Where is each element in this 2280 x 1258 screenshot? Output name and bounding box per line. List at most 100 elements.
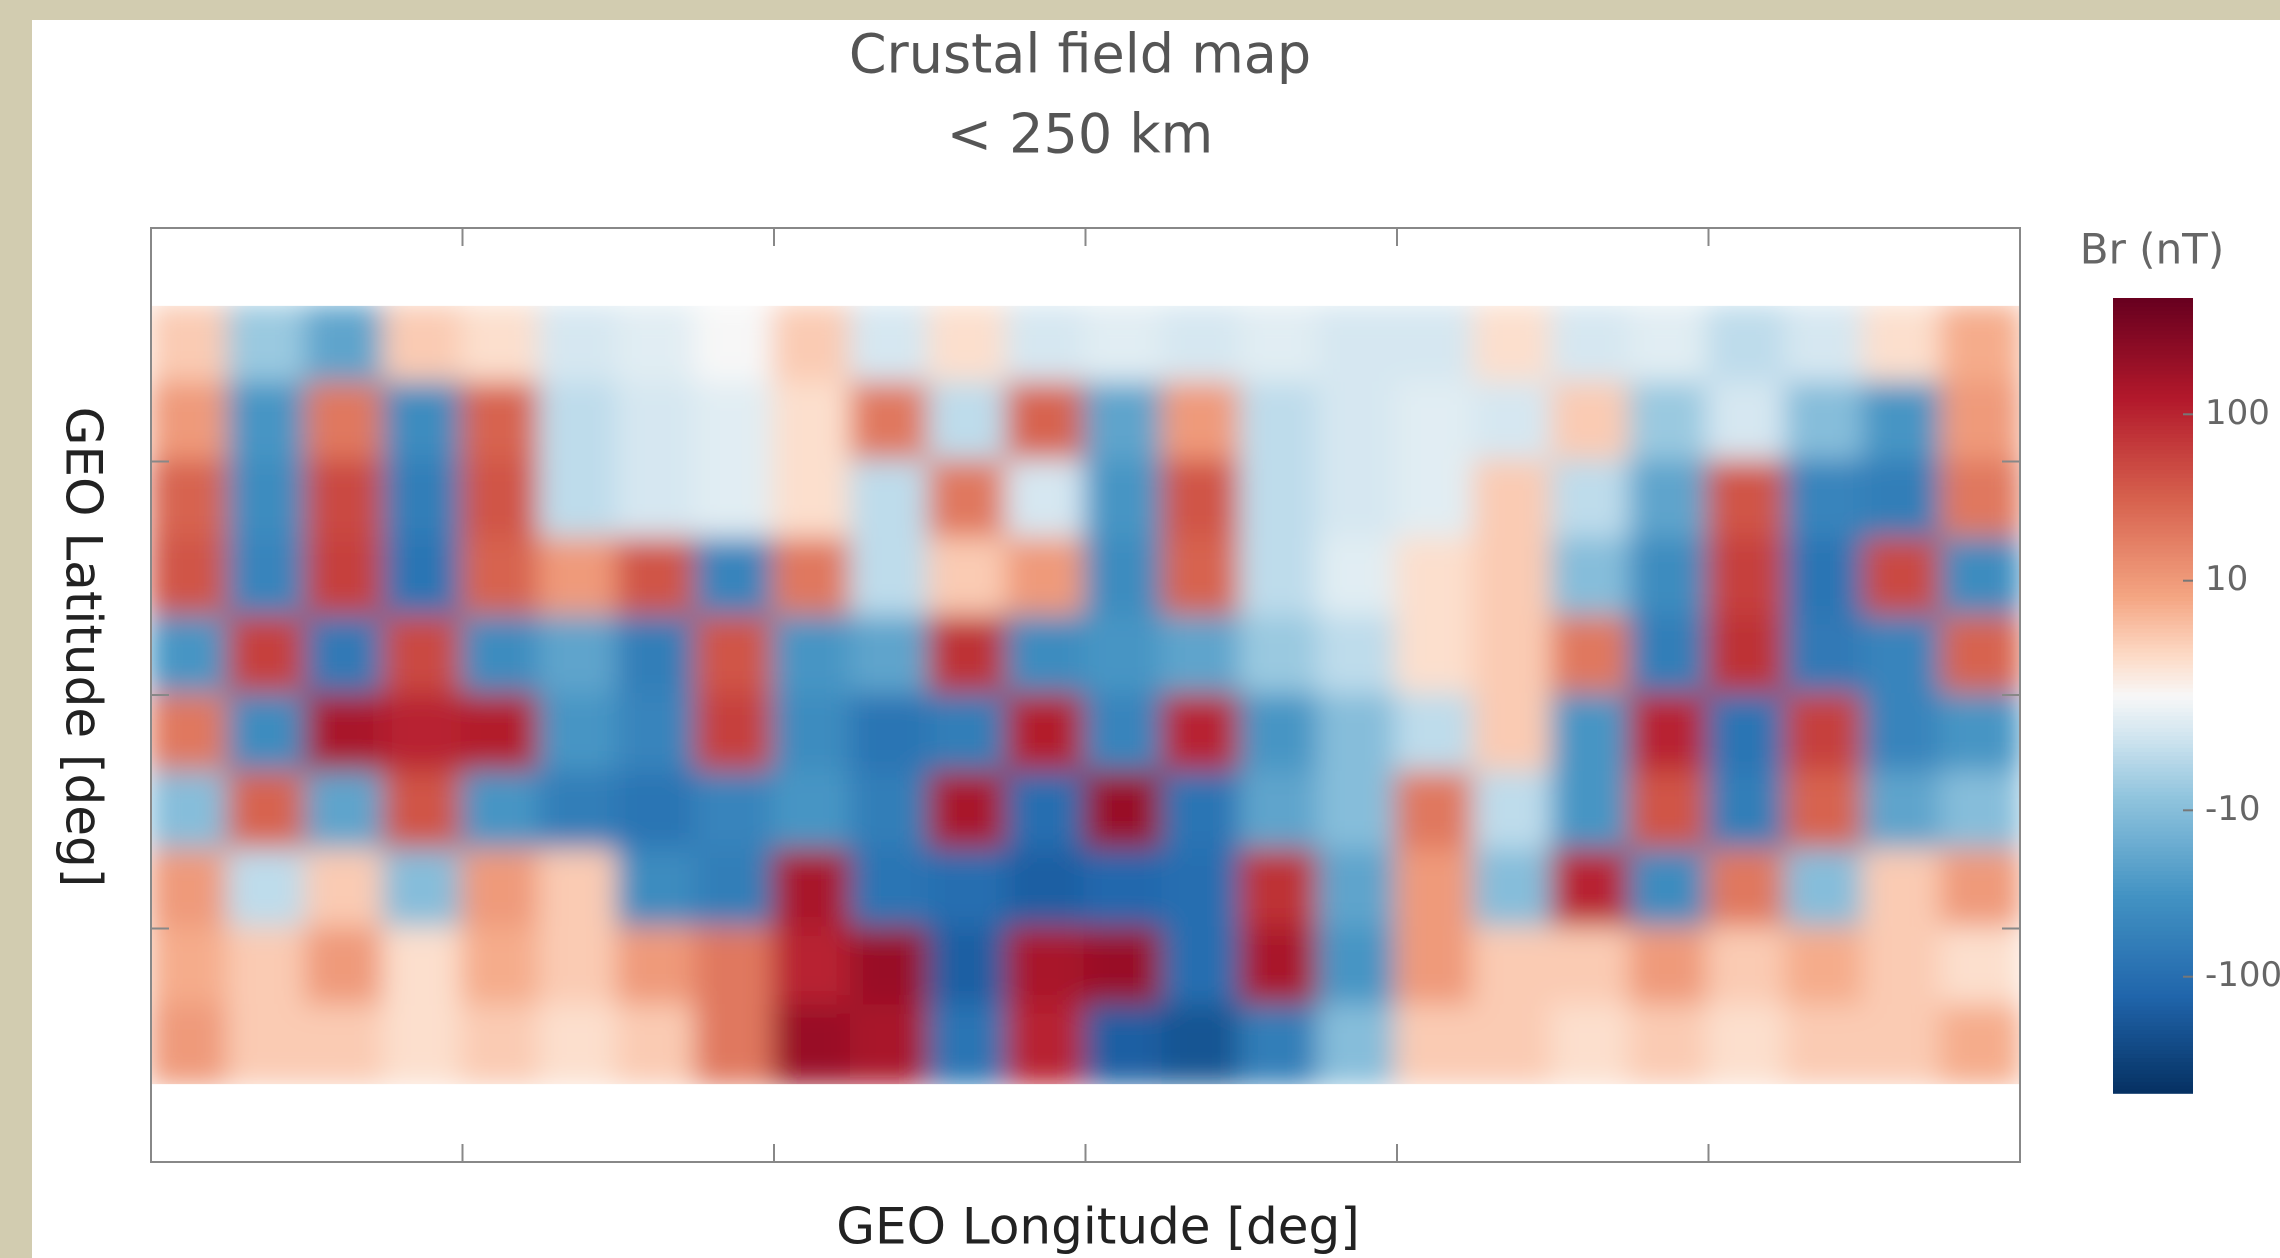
cell <box>1084 771 1166 853</box>
cell <box>1940 771 2022 853</box>
cell <box>149 849 231 931</box>
cell <box>227 1004 309 1086</box>
cell <box>1784 615 1866 697</box>
cell <box>461 615 543 697</box>
cell <box>461 460 543 542</box>
cell <box>1629 693 1711 775</box>
cell <box>383 1004 465 1086</box>
cell <box>1006 771 1088 853</box>
cell <box>1239 615 1321 697</box>
cell <box>772 927 854 1009</box>
cell <box>850 771 932 853</box>
cell <box>694 849 776 931</box>
cell <box>1629 537 1711 619</box>
cell <box>1862 382 1944 464</box>
cell <box>1317 304 1399 386</box>
cell <box>1473 927 1555 1009</box>
cell <box>850 693 932 775</box>
cell <box>305 927 387 1009</box>
cell <box>772 1004 854 1086</box>
cell <box>383 849 465 931</box>
cell <box>1629 927 1711 1009</box>
cell <box>1473 615 1555 697</box>
cell <box>850 615 932 697</box>
cell <box>1862 849 1944 931</box>
colorbar-segment <box>2113 298 2193 303</box>
cell <box>538 304 620 386</box>
cell <box>1317 537 1399 619</box>
cell <box>772 771 854 853</box>
cell <box>1629 382 1711 464</box>
cell <box>1239 849 1321 931</box>
cell <box>1161 537 1243 619</box>
cell <box>1317 693 1399 775</box>
cell <box>1862 460 1944 542</box>
cell <box>1473 771 1555 853</box>
cell <box>461 693 543 775</box>
cell <box>1551 615 1633 697</box>
cell <box>616 693 698 775</box>
cell <box>1784 460 1866 542</box>
cell <box>928 849 1010 931</box>
cell <box>1707 849 1789 931</box>
cell <box>772 304 854 386</box>
cell <box>1239 382 1321 464</box>
y-axis-label: GEO Latitude [deg] <box>55 407 113 888</box>
cell <box>1629 615 1711 697</box>
cell <box>1084 615 1166 697</box>
cell <box>1239 771 1321 853</box>
cell <box>1473 382 1555 464</box>
cell <box>305 1004 387 1086</box>
cell <box>772 693 854 775</box>
cell <box>772 615 854 697</box>
cell <box>461 849 543 931</box>
cell <box>305 849 387 931</box>
cell <box>1784 304 1866 386</box>
cell <box>461 304 543 386</box>
cell <box>694 537 776 619</box>
colorbar-tick-label: -10 <box>2205 789 2261 829</box>
cell <box>1161 927 1243 1009</box>
cell <box>1862 537 1944 619</box>
cell <box>538 382 620 464</box>
cell <box>1784 849 1866 931</box>
cell <box>1006 693 1088 775</box>
cell <box>1784 693 1866 775</box>
cell <box>1395 693 1477 775</box>
cell <box>227 304 309 386</box>
cell <box>149 460 231 542</box>
cell <box>1862 927 1944 1009</box>
cell <box>227 460 309 542</box>
cell <box>227 615 309 697</box>
cell <box>305 615 387 697</box>
cell <box>1395 537 1477 619</box>
cell <box>1784 1004 1866 1086</box>
cell <box>1084 1004 1166 1086</box>
cell <box>1084 304 1166 386</box>
cell <box>1707 1004 1789 1086</box>
cell <box>149 382 231 464</box>
cell <box>1395 382 1477 464</box>
chart-subtitle: < 250 km <box>947 103 1214 166</box>
cell <box>149 304 231 386</box>
cell <box>1084 382 1166 464</box>
chart: Crustal field map < 250 km GEO Longitude… <box>0 0 2280 1258</box>
cell <box>1940 849 2022 931</box>
cell <box>1395 927 1477 1009</box>
cell <box>538 460 620 542</box>
cell <box>1239 304 1321 386</box>
cell <box>383 460 465 542</box>
cell <box>1239 537 1321 619</box>
cell <box>383 927 465 1009</box>
cell <box>305 304 387 386</box>
cell <box>1006 1004 1088 1086</box>
cell <box>1940 304 2022 386</box>
cell <box>694 771 776 853</box>
cell <box>1940 460 2022 542</box>
cell <box>1395 615 1477 697</box>
cell <box>1084 849 1166 931</box>
cell <box>616 460 698 542</box>
cell <box>1862 1004 1944 1086</box>
cell <box>616 382 698 464</box>
cell <box>149 693 231 775</box>
